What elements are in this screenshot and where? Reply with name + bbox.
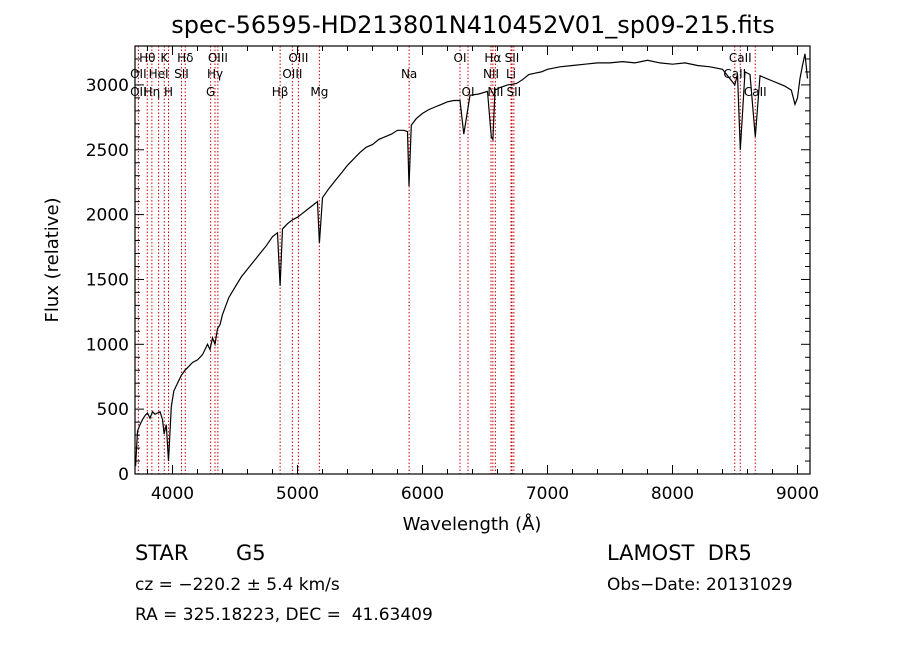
line-marker-label: Li bbox=[506, 67, 516, 81]
y-axis: 0 500 1000 1500 2000 2500 3000 bbox=[86, 45, 810, 485]
chart-title: spec-56595-HD213801N410452V01_sp09-215.f… bbox=[171, 11, 774, 39]
line-marker-label: OI bbox=[462, 85, 475, 99]
line-marker-label: SII bbox=[505, 51, 520, 65]
line-marker-label: Hη bbox=[144, 85, 161, 99]
line-marker-label: K bbox=[160, 51, 169, 65]
line-marker-label: Mg bbox=[310, 85, 328, 99]
spectral-subclass: G5 bbox=[236, 541, 266, 565]
object-class: STAR bbox=[135, 541, 188, 565]
line-marker-label: Hβ bbox=[272, 85, 289, 99]
line-marker-label: OIII bbox=[208, 51, 228, 65]
coordinates-readout: RA = 325.18223, DEC = 41.63409 bbox=[135, 605, 433, 625]
y-tick-label: 2000 bbox=[86, 206, 129, 226]
line-marker-label: Hδ bbox=[177, 51, 193, 65]
x-axis-label: Wavelength (Å) bbox=[403, 513, 542, 535]
y-tick-label: 500 bbox=[97, 400, 129, 420]
line-marker-label: OI bbox=[454, 51, 467, 65]
line-marker-group bbox=[137, 46, 756, 474]
plot-frame bbox=[134, 45, 811, 475]
line-marker-label: OII bbox=[130, 85, 147, 99]
line-marker-label: SII bbox=[174, 67, 189, 81]
observation-date: Obs−Date: 20131029 bbox=[607, 575, 793, 595]
x-axis: 4000 5000 6000 7000 8000 9000 bbox=[147, 46, 819, 504]
y-tick-label: 3000 bbox=[86, 76, 129, 96]
x-tick-label: 5000 bbox=[276, 484, 319, 504]
line-marker-label: CaII bbox=[729, 51, 752, 65]
line-marker-label: SII bbox=[507, 85, 522, 99]
redshift-readout: cz = −220.2 ± 5.4 km/s bbox=[135, 575, 340, 595]
line-marker-label: H bbox=[164, 85, 173, 99]
line-marker-label: OIII bbox=[282, 67, 302, 81]
line-marker-label: Na bbox=[401, 67, 417, 81]
y-tick-label: 1500 bbox=[86, 270, 129, 290]
line-marker-label: OIII bbox=[288, 51, 308, 65]
x-tick-label: 6000 bbox=[401, 484, 444, 504]
y-axis-label: Flux (relative) bbox=[42, 197, 63, 322]
y-tick-label: 2500 bbox=[86, 141, 129, 161]
x-tick-label: 9000 bbox=[776, 484, 819, 504]
line-marker-label: OII bbox=[130, 67, 147, 81]
line-marker-label: NII bbox=[483, 67, 499, 81]
line-marker-label: G bbox=[206, 85, 215, 99]
line-marker-label: Hθ bbox=[139, 51, 155, 65]
x-tick-label: 7000 bbox=[526, 484, 569, 504]
x-tick-label: 8000 bbox=[651, 484, 694, 504]
line-marker-label: HeI bbox=[149, 67, 169, 81]
y-tick-label: 0 bbox=[118, 465, 129, 485]
spectrum-series-line bbox=[135, 53, 809, 467]
y-tick-label: 1000 bbox=[86, 335, 129, 355]
line-marker-label: Hγ bbox=[207, 67, 223, 81]
survey-name: LAMOST DR5 bbox=[607, 541, 752, 565]
x-tick-label: 4000 bbox=[151, 484, 194, 504]
line-marker-label: CaII bbox=[744, 85, 767, 99]
line-marker-label: Hα bbox=[484, 51, 501, 65]
